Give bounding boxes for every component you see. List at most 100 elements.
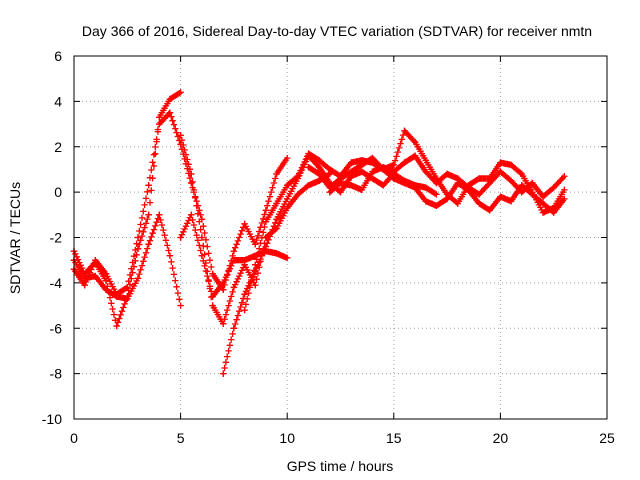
data-point <box>369 168 376 175</box>
data-point <box>124 284 131 291</box>
data-point <box>177 234 184 241</box>
x-tick-label: 0 <box>70 430 78 446</box>
data-point <box>411 184 419 191</box>
data-point <box>188 179 195 187</box>
y-tick-label: -6 <box>50 320 63 336</box>
data-point <box>390 161 397 169</box>
y-tick-label: 6 <box>54 48 62 64</box>
data-point <box>315 163 323 171</box>
data-point <box>507 161 515 169</box>
data-point <box>539 200 547 207</box>
data-point <box>422 157 429 164</box>
data-point <box>550 209 557 216</box>
x-tick-label: 20 <box>493 430 509 446</box>
series-track-2 <box>70 109 291 298</box>
data-point <box>284 204 291 212</box>
data-point <box>273 200 280 207</box>
data-point <box>220 320 227 327</box>
data-point <box>561 195 568 203</box>
data-point <box>220 279 227 287</box>
data-point <box>358 161 366 169</box>
data-point <box>145 211 152 219</box>
data-point <box>433 179 440 187</box>
data-point <box>81 281 88 289</box>
data-point <box>507 198 515 205</box>
data-point <box>379 163 387 171</box>
data-point <box>433 202 440 209</box>
series-track-3 <box>70 211 184 309</box>
series-markers <box>241 127 567 314</box>
data-point <box>102 286 110 293</box>
series-track-5 <box>177 132 334 327</box>
series-track-9 <box>326 152 568 200</box>
data-point <box>134 275 142 282</box>
data-point <box>305 182 312 189</box>
data-point <box>220 370 227 377</box>
data-point <box>273 170 280 178</box>
data-point <box>390 168 397 175</box>
data-point <box>369 154 376 162</box>
x-tick-label: 25 <box>599 430 615 446</box>
data-point <box>284 182 291 189</box>
series-track-7 <box>241 127 568 314</box>
data-point <box>92 256 99 264</box>
data-point <box>102 270 110 277</box>
data-point <box>294 191 302 198</box>
data-point <box>252 261 259 268</box>
data-point <box>401 127 408 135</box>
data-point <box>443 170 451 178</box>
data-point <box>230 284 238 291</box>
data-point <box>539 193 547 200</box>
data-point <box>284 254 291 262</box>
data-point <box>209 270 216 277</box>
data-point <box>262 218 270 225</box>
y-tick-label: -8 <box>50 366 63 382</box>
data-layer <box>70 89 568 377</box>
data-point <box>561 173 568 180</box>
data-point <box>337 179 344 187</box>
data-point <box>315 157 323 164</box>
data-point <box>230 256 238 264</box>
data-point <box>422 168 429 175</box>
data-point <box>284 154 291 162</box>
data-point <box>145 241 152 248</box>
data-point <box>390 175 397 182</box>
data-point <box>241 261 248 268</box>
data-point <box>347 168 355 175</box>
data-point <box>241 291 248 298</box>
data-point <box>81 275 88 282</box>
data-point <box>422 198 429 205</box>
data-point <box>262 243 270 250</box>
data-point <box>326 166 334 173</box>
data-point <box>273 250 280 257</box>
y-tick-label: 2 <box>54 139 62 155</box>
y-axis-label: SDTVAR / TECUs <box>7 182 23 294</box>
data-point <box>518 182 525 189</box>
y-tick-label: -2 <box>50 230 63 246</box>
data-point <box>166 95 174 103</box>
data-point <box>454 200 461 207</box>
data-point <box>475 175 483 182</box>
data-point <box>315 170 323 178</box>
data-point <box>401 159 408 166</box>
data-point <box>156 120 163 128</box>
data-point <box>273 216 280 223</box>
data-point <box>486 179 493 187</box>
data-point <box>358 186 366 194</box>
data-point <box>454 175 461 182</box>
data-point <box>486 207 493 214</box>
data-point <box>177 132 184 139</box>
data-point <box>561 186 568 194</box>
data-point <box>326 188 334 196</box>
data-point <box>443 195 451 203</box>
data-point <box>411 139 419 146</box>
data-point <box>177 302 184 309</box>
data-point <box>198 234 206 241</box>
data-point <box>209 302 216 309</box>
data-point <box>305 150 312 157</box>
data-point <box>507 177 515 184</box>
data-point <box>252 268 259 275</box>
ticks: 0 5 10 15 20 25 -10 -8 -6 -4 -2 0 2 4 6 <box>42 48 615 446</box>
data-point <box>113 322 120 330</box>
data-point <box>113 293 120 300</box>
